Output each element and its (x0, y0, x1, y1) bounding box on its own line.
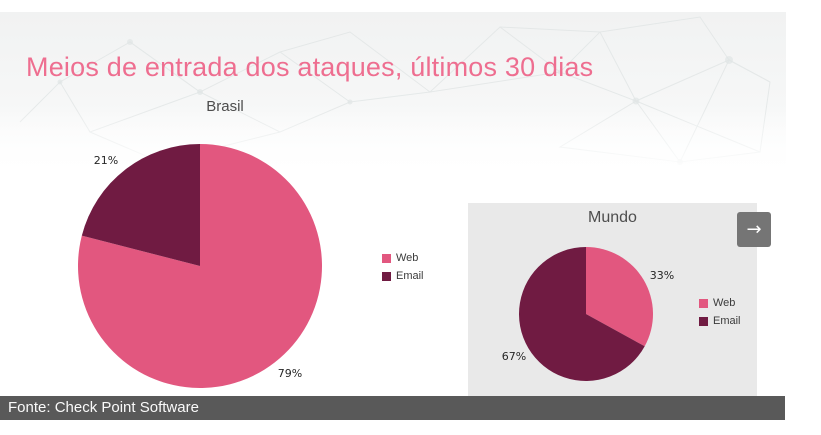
next-arrow-button[interactable]: → (737, 212, 771, 247)
legend-label-web: Web (713, 297, 736, 309)
pie-slice-web (586, 247, 653, 347)
network-mesh-pattern (0, 16, 786, 177)
legend-item-email: Email (699, 315, 741, 328)
legend-label-email: Email (396, 270, 424, 282)
web-swatch (699, 299, 708, 308)
page-title: Meios de entrada dos ataques, últimos 30… (26, 52, 594, 83)
pie-slice-email (81, 144, 200, 266)
source-text: Fonte: Check Point Software (8, 399, 199, 416)
legend-label-web: Web (396, 252, 419, 264)
chart-title-mundo: Mundo (588, 209, 637, 226)
legend-item-web: Web (382, 252, 424, 265)
legend-item-email: Email (382, 270, 424, 283)
email-swatch (382, 272, 391, 281)
legend-item-web: Web (699, 297, 741, 310)
pie-label-mundo-email: 67% (501, 350, 527, 363)
legend-label-email: Email (713, 315, 741, 327)
pie-slice-email (519, 247, 645, 381)
pie-label-brasil-email: 21% (93, 154, 119, 167)
pie-label-brasil-web: 79% (277, 367, 303, 380)
chart-title-brasil: Brasil (206, 98, 244, 115)
pie-chart-brasil (78, 144, 322, 388)
mundo-panel: Mundo 33% 67% Web Email (468, 203, 757, 396)
header-background (0, 12, 786, 177)
web-swatch (382, 254, 391, 263)
pie-label-mundo-web: 33% (649, 269, 675, 282)
legend-brasil: Web Email (382, 252, 424, 283)
legend-mundo: Web Email (699, 297, 741, 328)
source-bar: Fonte: Check Point Software (0, 396, 785, 420)
arrow-right-icon: → (746, 219, 762, 240)
pie-chart-mundo (519, 247, 653, 381)
email-swatch (699, 317, 708, 326)
